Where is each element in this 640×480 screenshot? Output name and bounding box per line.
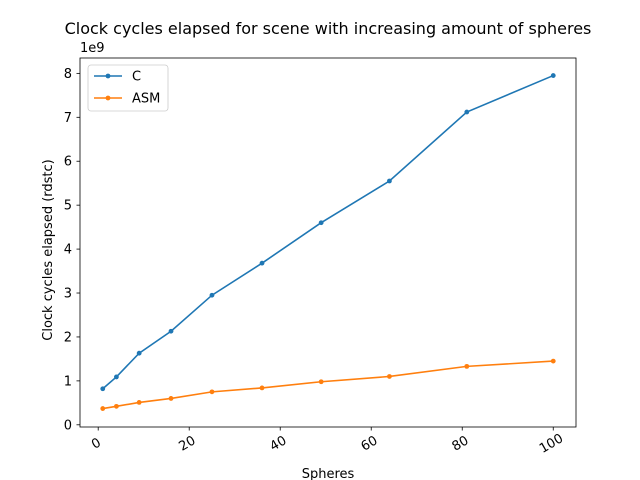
y-tick-label: 3	[64, 287, 72, 302]
legend-label-c: C	[132, 70, 141, 85]
data-point-asm	[136, 400, 142, 405]
y-tick-label: 7	[64, 111, 72, 126]
data-point-c	[209, 292, 215, 298]
data-point-asm	[318, 379, 324, 385]
data-point-c	[464, 109, 470, 115]
data-point-asm	[100, 406, 106, 411]
data-point-asm	[464, 363, 470, 369]
x-tick-label: 80	[450, 433, 472, 454]
y-tick-label: 4	[64, 243, 72, 258]
legend: C ASM	[87, 64, 169, 112]
data-point-c	[168, 328, 174, 334]
data-point-asm	[168, 396, 174, 401]
y-axis-offset-label: 1e9	[80, 41, 105, 56]
y-tick-label: 5	[64, 199, 72, 214]
x-axis-label: Spheres	[302, 467, 355, 480]
legend-marker-c	[105, 73, 111, 79]
data-point-asm	[387, 374, 392, 379]
y-tick-label: 2	[64, 330, 72, 345]
data-point-c	[318, 220, 324, 226]
x-tick-label: 40	[268, 433, 290, 454]
data-point-c	[100, 386, 106, 392]
data-point-c	[259, 260, 265, 266]
x-tick-label: 0	[89, 435, 104, 452]
data-point-asm	[114, 403, 119, 409]
y-tick-label: 8	[64, 67, 72, 82]
data-point-asm	[209, 389, 215, 395]
x-tick-label: 100	[537, 431, 566, 456]
x-tick-label: 20	[177, 433, 199, 454]
y-tick-label: 1	[64, 374, 72, 389]
chart-title: Clock cycles elapsed for scene with incr…	[65, 19, 592, 38]
data-point-c	[136, 350, 142, 356]
y-tick-label: 0	[64, 418, 72, 433]
data-point-c	[114, 374, 119, 380]
data-point-c	[550, 73, 556, 78]
data-point-asm	[550, 358, 556, 364]
series-line-c	[102, 74, 554, 390]
data-point-asm	[259, 385, 265, 391]
x-tick-label: 60	[359, 433, 381, 454]
data-point-c	[387, 178, 392, 184]
axes-frame	[79, 57, 577, 428]
y-axis-label: Clock cycles elapsed (rdstc)	[41, 159, 56, 340]
y-tick-label: 6	[64, 155, 72, 170]
series-line-asm	[102, 360, 554, 410]
legend-label-asm: ASM	[132, 92, 160, 107]
legend-marker-asm	[105, 95, 111, 101]
